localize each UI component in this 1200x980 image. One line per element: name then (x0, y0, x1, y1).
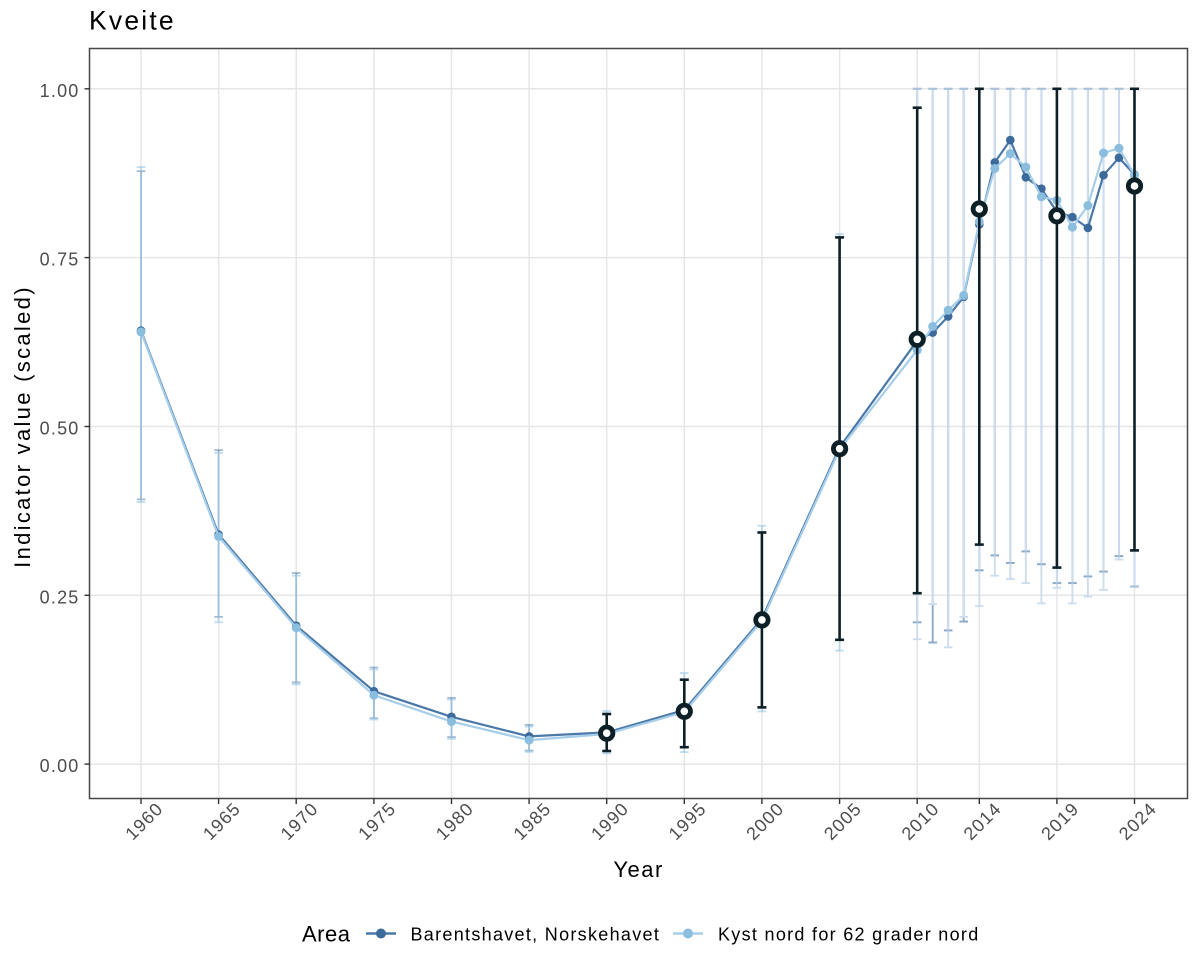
svg-text:0.75: 0.75 (40, 250, 80, 270)
svg-text:0.00: 0.00 (40, 756, 80, 776)
svg-text:Indicator value (scaled): Indicator value (scaled) (10, 285, 35, 568)
svg-text:Kyst nord for 62 grader nord: Kyst nord for 62 grader nord (718, 925, 980, 945)
svg-text:Kveite: Kveite (89, 6, 176, 36)
svg-text:0.50: 0.50 (40, 419, 80, 439)
svg-text:0.25: 0.25 (40, 587, 80, 607)
svg-text:Barentshavet, Norskehavet: Barentshavet, Norskehavet (411, 925, 661, 945)
svg-text:1.00: 1.00 (40, 81, 80, 101)
svg-text:Area: Area (302, 922, 351, 947)
svg-text:Year: Year (613, 857, 663, 882)
